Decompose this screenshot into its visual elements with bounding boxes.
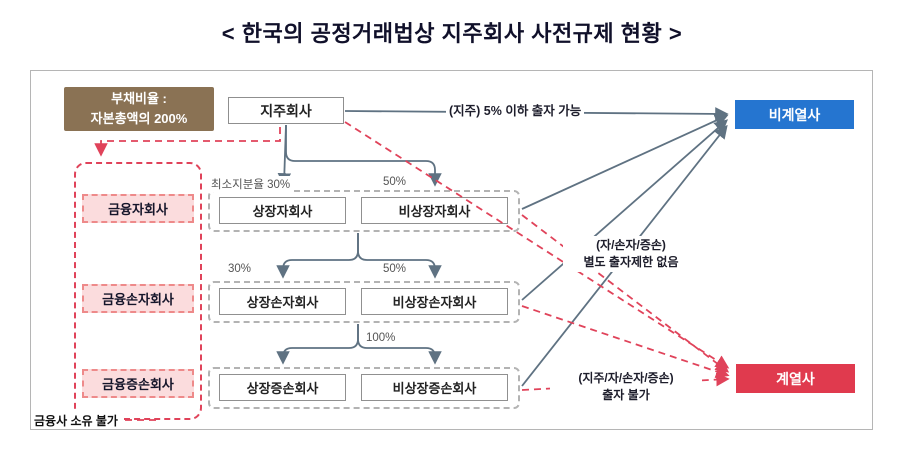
holding-company-node: 지주회사 — [228, 97, 344, 124]
no-investment-note: (지주/자/손자/증손) 출자 불가 — [550, 369, 702, 405]
financial-great-grandchild-node: 금융증손회사 — [82, 369, 194, 398]
affiliate-node: 계열사 — [736, 364, 855, 393]
ratio-label-tier1-unlisted: 50% — [381, 176, 409, 188]
no-investment-note-line1: (지주/자/손자/증손) — [578, 371, 674, 385]
no-limit-note: (자/손자/증손) 별도 출자제한 없음 — [563, 236, 699, 272]
no-limit-note-line2: 별도 출자제한 없음 — [583, 254, 679, 269]
debt-ratio-badge: 부채비율 : 자본총액의 200% — [64, 87, 214, 131]
non-affiliate-node: 비계열사 — [735, 100, 854, 129]
debt-ratio-line2: 자본총액의 200% — [90, 111, 188, 126]
ratio-label-tier1-listed: 최소지분율 30% — [209, 176, 293, 192]
diagram-title: < 한국의 공정거래법상 지주회사 사전규제 현황 > — [221, 21, 683, 46]
tier3-group-outline — [208, 367, 520, 409]
financial-grandchild-node: 금융손자회사 — [82, 284, 194, 313]
ratio-label-tier2-unlisted: 50% — [381, 263, 409, 275]
debt-ratio-line1: 부채비율 : — [111, 90, 167, 106]
holding-to-non-affiliate-label: (지주) 5% 이하 출자 가능 — [446, 102, 585, 122]
listed-great-grandchild-node: 상장증손회사 — [219, 374, 346, 401]
ratio-label-tier3: 100% — [364, 332, 398, 344]
unlisted-subsidiary-node: 비상장자회사 — [361, 197, 508, 224]
financial-subsidiary-node: 금융자회사 — [82, 194, 194, 223]
no-investment-note-line2: 출자 불가 — [602, 387, 650, 402]
listed-grandchild-node: 상장손자회사 — [219, 288, 346, 315]
ratio-label-tier2-listed: 30% — [226, 263, 254, 275]
listed-subsidiary-node: 상장자회사 — [219, 197, 346, 224]
financial-group-outline — [74, 162, 202, 420]
financial-ban-note: 금융사 소유 불가 — [32, 412, 120, 429]
unlisted-great-grandchild-node: 비상장증손회사 — [361, 374, 508, 401]
unlisted-grandchild-node: 비상장손자회사 — [361, 288, 508, 315]
no-limit-note-line1: (자/손자/증손) — [596, 238, 666, 252]
